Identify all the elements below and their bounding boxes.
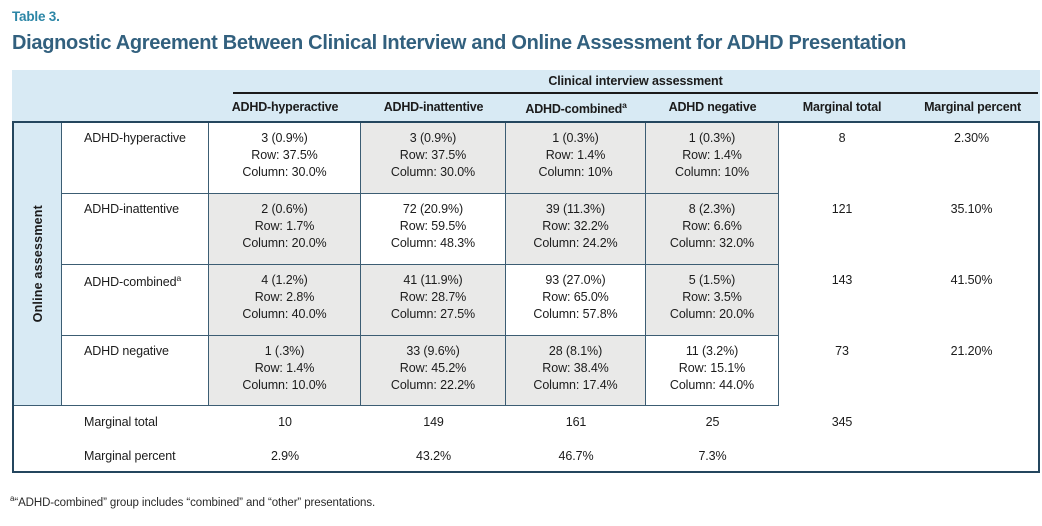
- matrix-cell: 5 (1.5%) Row: 3.5% Column: 20.0%: [646, 265, 779, 336]
- column-header-adhd-hyperactive: ADHD-hyperactive: [231, 100, 339, 114]
- matrix-cell: 1 (0.3%) Row: 1.4% Column: 10%: [506, 123, 646, 194]
- footnote-marker: a: [10, 494, 15, 503]
- column-percent-value: 2.9%: [209, 440, 361, 471]
- marginal-percent-value: 2.30%: [905, 123, 1038, 194]
- grand-total-value: 345: [779, 406, 905, 440]
- row-axis-label: Online assessment: [30, 205, 45, 323]
- footnote-marker: a: [622, 100, 627, 110]
- table-body: Online assessment ADHD-hyperactive 3 (0.…: [12, 121, 1040, 473]
- matrix-cell: 2 (0.6%) Row: 1.7% Column: 20.0%: [209, 194, 361, 265]
- table-title: Diagnostic Agreement Between Clinical In…: [12, 32, 907, 54]
- column-header-adhd-inattentive: ADHD-inattentive: [383, 100, 484, 114]
- column-header-adhd-negative: ADHD negative: [668, 100, 757, 114]
- matrix-cell-agreement: 93 (27.0%) Row: 65.0% Column: 57.8%: [506, 265, 646, 336]
- span-header-rule: [233, 92, 1038, 94]
- marginal-percent-value: 21.20%: [905, 336, 1038, 406]
- column-total-value: 25: [646, 406, 779, 440]
- span-header-label: Clinical interview assessment: [548, 74, 723, 88]
- column-header-marginal-total: Marginal total: [802, 100, 882, 114]
- row-axis-strip: Online assessment: [14, 123, 62, 406]
- column-percent-value: 7.3%: [646, 440, 779, 471]
- matrix-cell: 39 (11.3%) Row: 32.2% Column: 24.2%: [506, 194, 646, 265]
- column-header-adhd-combined: ADHD-combineda: [525, 100, 627, 117]
- span-header-clinical-interview: Clinical interview assessment: [233, 74, 1038, 88]
- column-total-value: 10: [209, 406, 361, 440]
- matrix-cell-agreement: 11 (3.2%) Row: 15.1% Column: 44.0%: [646, 336, 779, 406]
- column-percent-value: 43.2%: [361, 440, 506, 471]
- spacer: [14, 406, 62, 440]
- marginal-total-value: 121: [779, 194, 905, 265]
- row-label-adhd-hyperactive: ADHD-hyperactive: [62, 123, 209, 194]
- matrix-cell: 8 (2.3%) Row: 6.6% Column: 32.0%: [646, 194, 779, 265]
- marginal-percent-value: 41.50%: [905, 265, 1038, 336]
- footer-label-marginal-total: Marginal total: [62, 406, 209, 440]
- row-label-adhd-negative: ADHD negative: [62, 336, 209, 406]
- matrix-cell: 1 (.3%) Row: 1.4% Column: 10.0%: [209, 336, 361, 406]
- matrix-cell: 1 (0.3%) Row: 1.4% Column: 10%: [646, 123, 779, 194]
- column-header-marginal-percent: Marginal percent: [924, 100, 1021, 114]
- spacer: [779, 440, 905, 471]
- table-number: Table 3.: [12, 9, 60, 24]
- matrix-cell: 4 (1.2%) Row: 2.8% Column: 40.0%: [209, 265, 361, 336]
- spacer: [14, 440, 62, 471]
- column-percent-value: 46.7%: [506, 440, 646, 471]
- column-total-value: 161: [506, 406, 646, 440]
- matrix-cell-agreement: 72 (20.9%) Row: 59.5% Column: 48.3%: [361, 194, 506, 265]
- marginal-percent-value: 35.10%: [905, 194, 1038, 265]
- row-label-adhd-combined: ADHD-combineda: [62, 265, 209, 336]
- column-total-value: 149: [361, 406, 506, 440]
- table-footnote: a“ADHD-combined” group includes “combine…: [10, 494, 375, 509]
- spacer: [905, 406, 1038, 440]
- matrix-cell: 33 (9.6%) Row: 45.2% Column: 22.2%: [361, 336, 506, 406]
- column-header-band: Clinical interview assessment ADHD-hyper…: [12, 70, 1040, 121]
- matrix-cell: 41 (11.9%) Row: 28.7% Column: 27.5%: [361, 265, 506, 336]
- spacer: [905, 440, 1038, 471]
- marginal-total-value: 8: [779, 123, 905, 194]
- matrix-cell-agreement: 3 (0.9%) Row: 37.5% Column: 30.0%: [209, 123, 361, 194]
- marginal-total-value: 143: [779, 265, 905, 336]
- marginal-total-value: 73: [779, 336, 905, 406]
- footnote-marker: a: [176, 273, 182, 283]
- matrix-cell: 3 (0.9%) Row: 37.5% Column: 30.0%: [361, 123, 506, 194]
- footnote-text: “ADHD-combined” group includes “combined…: [14, 496, 376, 509]
- footer-label-marginal-percent: Marginal percent: [62, 440, 209, 471]
- matrix-cell: 28 (8.1%) Row: 38.4% Column: 17.4%: [506, 336, 646, 406]
- row-label-adhd-inattentive: ADHD-inattentive: [62, 194, 209, 265]
